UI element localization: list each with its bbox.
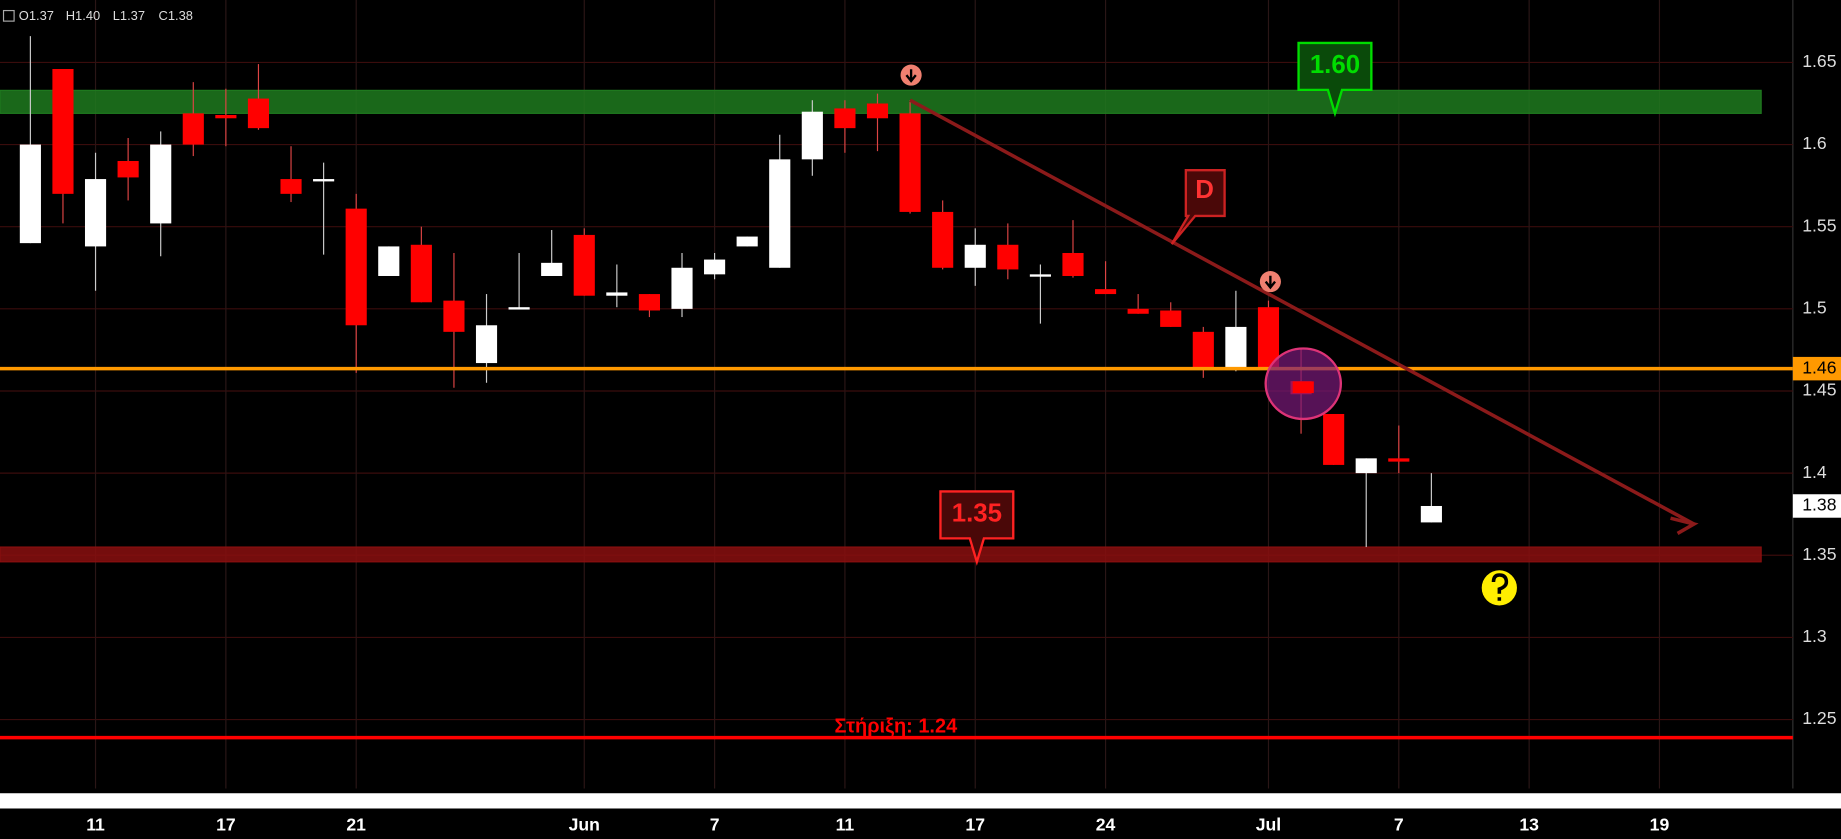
candle-body [182, 113, 204, 145]
candle-body [1323, 413, 1345, 465]
candle-body [736, 236, 758, 247]
candle-body [508, 307, 530, 310]
candle-body [150, 144, 172, 224]
candle-body [1127, 308, 1149, 314]
callout-box [1170, 168, 1226, 245]
y-tick-label: 1.25 [1802, 708, 1836, 728]
x-tick-label: 24 [1096, 815, 1116, 835]
price-line-label: 1.46 [1802, 357, 1836, 377]
candle-body [541, 262, 563, 276]
y-tick-label: 1.4 [1802, 462, 1827, 482]
callout-label: D [1195, 176, 1214, 204]
candle-body [1257, 307, 1280, 368]
callout-label: 1.35 [952, 500, 1002, 528]
trendline-arrow [1670, 516, 1699, 535]
ohlc-header: L1.37 [113, 8, 145, 23]
x-tick-label: Jun [569, 815, 600, 835]
candle-body [443, 300, 465, 332]
candle-body [899, 113, 921, 212]
candle-body [1095, 289, 1117, 295]
x-tick-label: 17 [216, 815, 236, 835]
candle-body [215, 114, 237, 119]
x-tick-label: 11 [836, 815, 855, 835]
candle-body [378, 246, 400, 276]
y-tick-label: 1.3 [1802, 626, 1827, 646]
price-line-box [1792, 356, 1841, 381]
candle-body [280, 179, 302, 194]
signal-arrow [905, 69, 917, 83]
callout-label: 1.60 [1310, 51, 1360, 79]
candle-body [801, 111, 823, 160]
candle-body [932, 211, 954, 268]
candle-body [410, 244, 432, 303]
ohlc-header: H1.40 [66, 8, 100, 23]
x-tick-label: 21 [346, 815, 366, 835]
support-label: Στήριξη: 1.24 [835, 715, 958, 737]
candle-body [671, 267, 693, 309]
question-mark [1491, 573, 1509, 601]
callout-box [1297, 41, 1373, 118]
x-tick-label: 7 [710, 815, 720, 835]
candle-body [1029, 274, 1051, 277]
x-tick-label: 13 [1519, 815, 1539, 835]
candle-body [834, 108, 856, 129]
candle-body [1420, 505, 1442, 523]
y-tick-label: 1.5 [1802, 298, 1827, 318]
zone [0, 546, 1762, 563]
x-tick-label: Jul [1256, 815, 1281, 835]
candle-body [1160, 310, 1182, 327]
candle-body [1388, 458, 1410, 462]
candle-body [117, 160, 139, 178]
candle-body [84, 179, 107, 247]
highlight-body [1292, 381, 1314, 394]
y-tick-label: 1.65 [1802, 51, 1836, 71]
x-tick-label: 11 [86, 815, 105, 835]
y-tick-label: 1.45 [1802, 380, 1836, 400]
candle-body [247, 98, 270, 129]
candle-body [1225, 326, 1247, 368]
x-tick-label: 19 [1650, 815, 1670, 835]
ohlc-header: C1.38 [159, 8, 193, 23]
y-tick-label: 1.6 [1802, 133, 1827, 153]
trendline [909, 98, 1695, 526]
candle-body [1192, 331, 1214, 368]
x-tick-label: 17 [965, 815, 985, 835]
y-tick-label: 1.35 [1802, 544, 1836, 564]
candle-body [1355, 458, 1377, 474]
last-price-label: 1.38 [1802, 495, 1836, 515]
candle-body [1062, 252, 1084, 276]
candle-body [606, 292, 628, 296]
candle-body [997, 244, 1019, 270]
candle-body [475, 325, 498, 364]
candle-body [573, 234, 595, 296]
candle-body [964, 244, 986, 268]
last-price-box [1792, 494, 1841, 518]
candle-body [52, 68, 74, 194]
x-tick-label: 7 [1394, 815, 1404, 835]
candle-body [866, 103, 889, 119]
candle-body [19, 144, 41, 244]
candle-body [769, 159, 791, 268]
candle-body [345, 208, 367, 326]
candle-body [704, 259, 726, 275]
signal-arrow [1264, 275, 1276, 290]
candle-body [313, 179, 335, 182]
candle-body [638, 294, 660, 311]
scroll-strip [0, 793, 1841, 809]
y-tick-label: 1.55 [1802, 215, 1836, 235]
header-icon [2, 9, 15, 22]
ohlc-header: O1.37 [19, 8, 54, 23]
callout-box [939, 490, 1015, 566]
